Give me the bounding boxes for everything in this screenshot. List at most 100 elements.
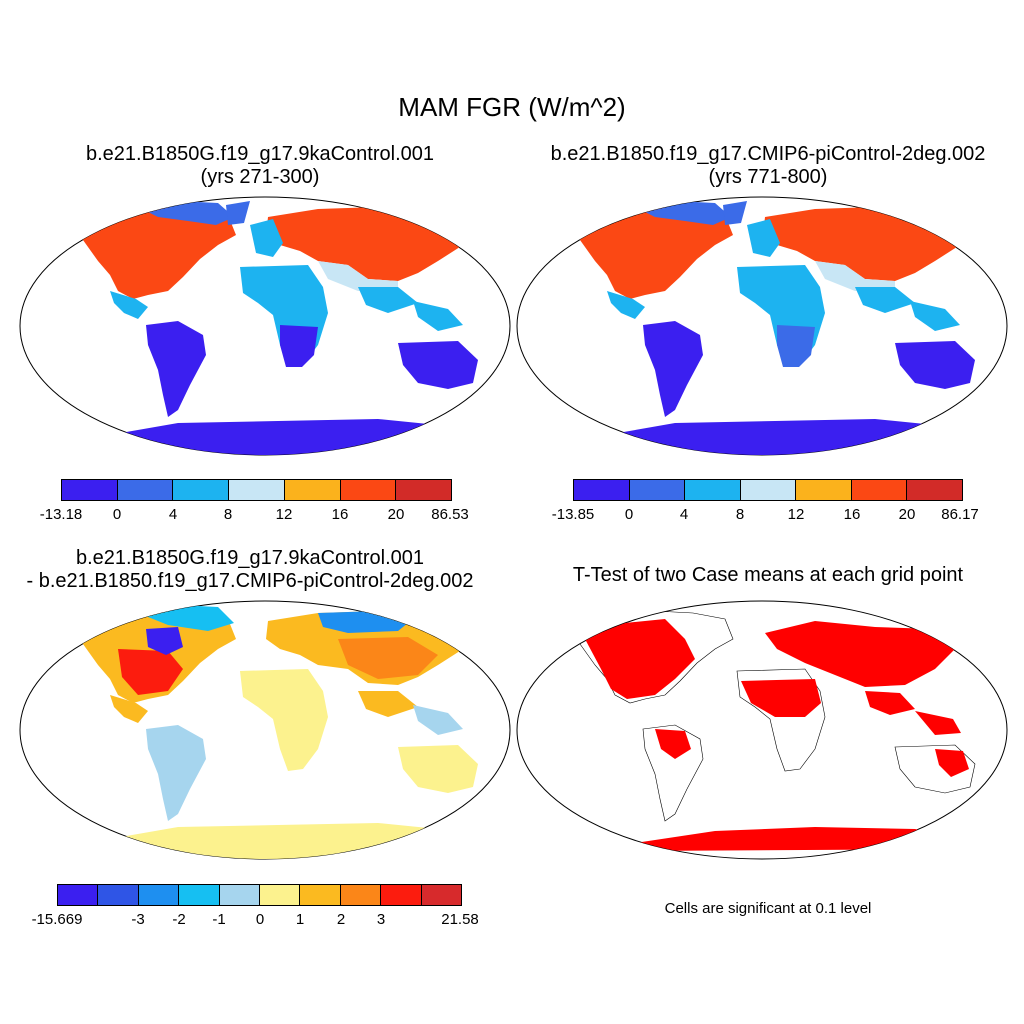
colorbar-case1-label: 4 xyxy=(168,506,178,523)
colorbar-diff-label: -15.669 xyxy=(31,911,83,928)
colorbar-case1-swatch xyxy=(284,480,341,500)
colorbar-case2-label: 20 xyxy=(898,506,916,523)
sig-north-america xyxy=(585,619,695,699)
hudson-bay xyxy=(146,627,183,655)
europe-west xyxy=(250,219,283,257)
map-case1 xyxy=(19,196,511,456)
colorbar-case2-swatch xyxy=(907,480,963,500)
colorbar-case1-swatch xyxy=(229,480,285,500)
map-ttest xyxy=(516,600,1008,860)
africa xyxy=(240,669,328,771)
sig-south-america xyxy=(655,729,691,759)
greenland xyxy=(723,201,747,225)
africa-south xyxy=(777,325,815,367)
colorbar-case2-swatch xyxy=(629,480,686,500)
europe-west xyxy=(747,219,780,257)
case2-title-line1: b.e21.B1850.f19_g17.CMIP6-piControl-2deg… xyxy=(550,143,986,165)
map-diff xyxy=(19,600,511,860)
colorbar-case1-label: 20 xyxy=(387,506,405,523)
diff-title-line1: b.e21.B1850G.f19_g17.9kaControl.001 xyxy=(75,547,425,569)
colorbar-diff-swatch xyxy=(98,885,139,905)
colorbar-case2-swatch xyxy=(574,480,630,500)
colorbar-diff-label: 2 xyxy=(336,911,346,928)
colorbar-case1-swatch xyxy=(117,480,174,500)
central-asia xyxy=(338,637,438,679)
south-asia xyxy=(855,287,915,313)
south-asia xyxy=(358,287,418,313)
colorbar-diff-label: -2 xyxy=(172,911,186,928)
colorbar-case1-label: 16 xyxy=(331,506,349,523)
colorbar-case2-label: 4 xyxy=(679,506,689,523)
sig-south-asia xyxy=(865,691,915,715)
panel-title-case2: b.e21.B1850.f19_g17.CMIP6-piControl-2deg… xyxy=(518,143,1018,189)
colorbar-diff-swatch xyxy=(179,885,220,905)
case2-title-line2: (yrs 771-800) xyxy=(708,166,828,188)
colorbar-diff xyxy=(57,884,462,906)
sig-africa xyxy=(741,679,821,717)
colorbar-case1-label: 12 xyxy=(275,506,293,523)
colorbar-case1-label: 0 xyxy=(112,506,122,523)
colorbar-diff-swatch xyxy=(381,885,422,905)
se-asia xyxy=(413,301,463,331)
us-south xyxy=(607,291,645,319)
australia xyxy=(398,341,478,389)
africa-outline xyxy=(736,668,826,772)
sig-australia xyxy=(935,749,969,777)
map-case2 xyxy=(516,196,1008,456)
colorbar-diff-label: -1 xyxy=(212,911,226,928)
colorbar-case2-swatch xyxy=(685,480,741,500)
greenland xyxy=(226,201,250,225)
south-america xyxy=(146,321,206,417)
south-asia xyxy=(358,691,418,717)
colorbar-case1-swatch xyxy=(396,480,452,500)
north-america xyxy=(575,207,733,299)
colorbar-diff-swatch xyxy=(260,885,301,905)
colorbar-case2-label: 0 xyxy=(624,506,634,523)
panel-title-case1: b.e21.B1850G.f19_g17.9kaControl.001 (yrs… xyxy=(10,143,510,189)
colorbar-diff-label: 0 xyxy=(255,911,265,928)
colorbar-case1 xyxy=(61,479,452,501)
north-america xyxy=(78,207,236,299)
colorbar-case2-swatch xyxy=(851,480,908,500)
colorbar-diff-label: 1 xyxy=(295,911,305,928)
case1-title-line2: (yrs 271-300) xyxy=(200,166,320,188)
colorbar-diff-swatch xyxy=(340,885,382,905)
colorbar-diff-label: 21.58 xyxy=(441,911,479,928)
australia xyxy=(895,341,975,389)
sig-eurasia xyxy=(765,621,955,687)
diff-title-line2: - b.e21.B1850.f19_g17.CMIP6-piControl-2d… xyxy=(26,570,474,592)
south-america-outline xyxy=(642,724,704,822)
north-america-outline xyxy=(574,610,734,704)
colorbar-diff-swatch xyxy=(300,885,341,905)
south-america xyxy=(146,725,206,821)
figure-title: MAM FGR (W/m^2) xyxy=(398,92,626,122)
case1-title-line1: b.e21.B1850G.f19_g17.9kaControl.001 xyxy=(85,143,435,165)
colorbar-case1-swatch xyxy=(173,480,230,500)
colorbar-case2 xyxy=(573,479,963,501)
africa-south xyxy=(280,325,318,367)
colorbar-case1-label: 86.53 xyxy=(431,506,469,523)
us-south xyxy=(110,695,148,723)
colorbar-case1-label: -13.18 xyxy=(39,506,83,523)
colorbar-diff-label: -3 xyxy=(131,911,145,928)
colorbar-case2-label: 16 xyxy=(843,506,861,523)
colorbar-case2-label: 86.17 xyxy=(941,506,979,523)
colorbar-case2-swatch xyxy=(796,480,852,500)
colorbar-case1-swatch xyxy=(340,480,397,500)
panel-title-diff: b.e21.B1850G.f19_g17.9kaControl.001 - b.… xyxy=(0,547,520,593)
eurasia-band xyxy=(815,261,895,291)
colorbar-case2-swatch xyxy=(740,480,797,500)
colorbar-diff-swatch xyxy=(219,885,261,905)
colorbar-diff-swatch xyxy=(138,885,180,905)
eurasia-band xyxy=(318,261,398,291)
australia-outline xyxy=(894,744,976,794)
colorbar-case2-label: 12 xyxy=(787,506,805,523)
se-asia xyxy=(910,301,960,331)
colorbar-diff-label: 3 xyxy=(376,911,386,928)
colorbar-case2-label: -13.85 xyxy=(551,506,595,523)
australia xyxy=(398,745,478,793)
map-ttest-land xyxy=(574,610,976,851)
colorbar-diff-swatch xyxy=(421,885,462,905)
significance-note: Cells are significant at 0.1 level xyxy=(664,900,872,917)
colorbar-case1-swatch xyxy=(62,480,118,500)
